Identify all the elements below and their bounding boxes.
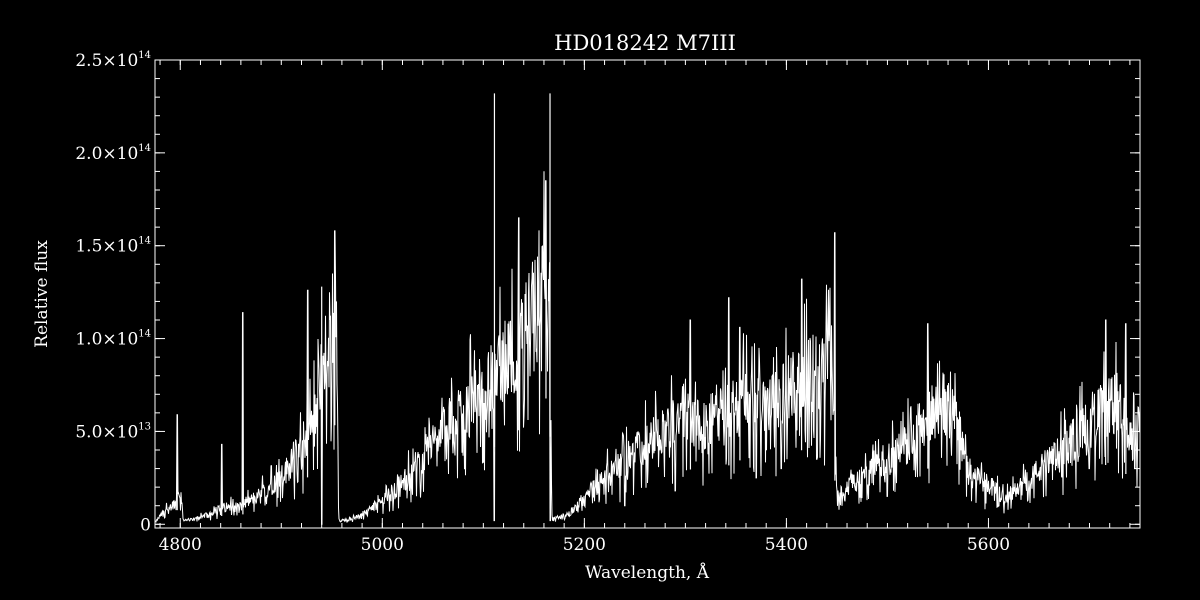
spectrum-series-line <box>154 171 1141 525</box>
y-tick-label: 1.0×1014 <box>75 329 151 350</box>
y-tick-label: 5.0×1013 <box>75 421 151 442</box>
x-tick-label: 5200 <box>563 535 606 555</box>
x-axis: 4800 5000 5200 5400 5600 <box>159 60 1131 555</box>
plot-frame <box>154 59 1141 529</box>
x-tick-label: 5600 <box>967 535 1010 555</box>
y-tick-label: 2.0×1014 <box>75 143 151 164</box>
y-axis: 0 5.0×1013 1.0×1014 1.5×1014 2.0×1014 2.5×101… <box>75 50 1140 535</box>
x-axis-label: Wavelength, Å <box>585 562 710 583</box>
y-axis-label: Relative flux <box>32 240 52 348</box>
x-tick-label: 5000 <box>361 535 404 555</box>
chart-title: HD018242 M7III <box>554 31 736 55</box>
x-tick-label: 5400 <box>765 535 808 555</box>
y-tick-label: 1.5×1014 <box>75 236 151 257</box>
y-tick-label: 2.5×1014 <box>75 50 151 71</box>
y-tick-label: 0 <box>140 515 151 535</box>
plot-area <box>154 93 1141 525</box>
x-tick-label: 4800 <box>159 535 202 555</box>
